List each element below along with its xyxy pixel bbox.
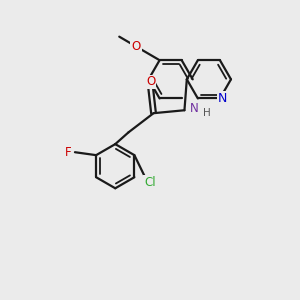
Text: N: N	[190, 102, 198, 115]
Text: O: O	[131, 40, 141, 53]
Text: O: O	[146, 76, 155, 88]
Text: Cl: Cl	[144, 176, 156, 189]
Text: F: F	[65, 146, 72, 159]
Text: H: H	[203, 108, 210, 118]
Text: N: N	[218, 92, 227, 105]
